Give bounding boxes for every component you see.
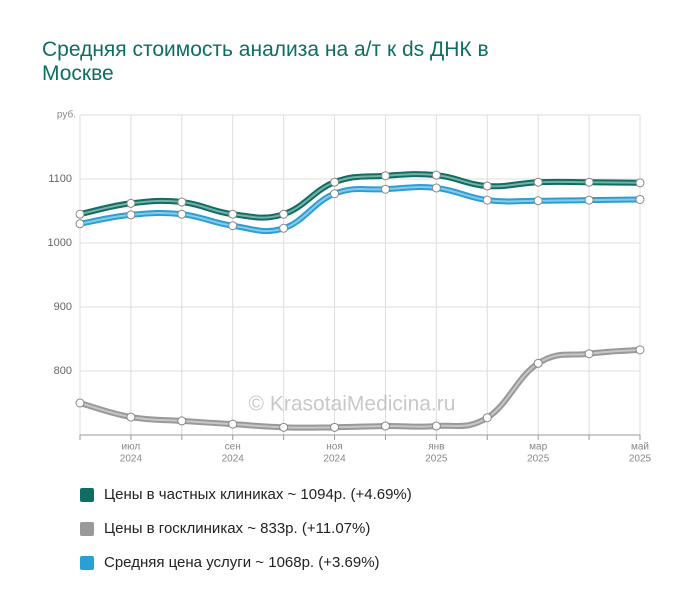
point <box>482 181 492 191</box>
point <box>431 421 441 431</box>
legend-label: Средняя цена услуги ~ 1068р. (+3.69%) <box>104 554 380 571</box>
point <box>228 419 238 429</box>
point <box>279 209 289 219</box>
point <box>635 345 645 355</box>
point <box>177 416 187 426</box>
x-tick-label: 2024 <box>323 454 346 465</box>
y-tick-label: 1000 <box>48 237 72 249</box>
point <box>330 177 340 187</box>
x-tick-label: сен <box>225 442 241 453</box>
point <box>482 195 492 205</box>
x-tick-label: 2024 <box>120 454 143 465</box>
point <box>533 358 543 368</box>
x-tick-label: 2025 <box>629 454 652 465</box>
point <box>380 171 390 181</box>
point <box>126 412 136 422</box>
legend-label: Цены в частных клиниках ~ 1094р. (+4.69%… <box>104 486 412 503</box>
y-axis-label: руб. <box>57 109 76 121</box>
x-tick-label: мар <box>529 442 547 453</box>
point <box>330 189 340 199</box>
x-tick-label: 2024 <box>222 454 245 465</box>
point <box>228 221 238 231</box>
x-tick-label: ноя <box>326 442 343 453</box>
x-tick-label: янв <box>428 442 444 453</box>
series-line <box>77 346 643 431</box>
x-tick-label: июл <box>122 442 141 453</box>
point <box>75 398 85 408</box>
series-line <box>77 184 643 235</box>
point <box>279 223 289 233</box>
watermark: © KrasotaiMedicina.ru <box>249 393 456 416</box>
point <box>177 209 187 219</box>
series-line <box>77 171 643 221</box>
point <box>533 177 543 187</box>
point <box>75 209 85 219</box>
point <box>279 422 289 432</box>
series-line-highlight <box>79 186 641 233</box>
legend-swatch <box>80 522 94 536</box>
y-tick-label: 900 <box>54 301 72 313</box>
y-tick-label: 1100 <box>48 173 72 185</box>
point <box>228 209 238 219</box>
x-tick-label: 2025 <box>527 454 550 465</box>
point <box>584 177 594 187</box>
point <box>635 194 645 204</box>
point <box>75 219 85 229</box>
point <box>431 183 441 193</box>
series-line-highlight <box>79 348 641 429</box>
legend-label: Цены в госклиниках ~ 833р. (+11.07%) <box>104 520 370 537</box>
point <box>126 210 136 220</box>
point <box>482 413 492 423</box>
point <box>380 421 390 431</box>
legend-swatch <box>80 488 94 502</box>
chart-title: Средняя стоимость анализа на а/т к ds ДН… <box>42 38 489 85</box>
point <box>330 422 340 432</box>
point <box>584 195 594 205</box>
x-tick-label: 2025 <box>425 454 448 465</box>
y-tick-label: 800 <box>54 365 72 377</box>
point <box>177 197 187 207</box>
point <box>533 196 543 206</box>
legend-swatch <box>80 556 94 570</box>
x-tick-label: май <box>631 442 649 453</box>
point <box>431 170 441 180</box>
point <box>126 198 136 208</box>
series-line-highlight <box>79 173 641 219</box>
point <box>635 178 645 188</box>
point <box>584 349 594 359</box>
point <box>380 184 390 194</box>
